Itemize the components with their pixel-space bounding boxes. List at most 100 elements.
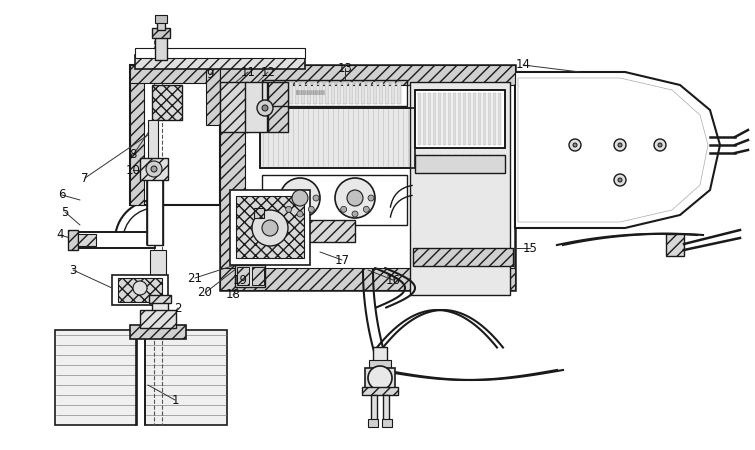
Bar xyxy=(301,82,305,104)
Bar xyxy=(385,82,389,104)
Bar xyxy=(237,267,249,285)
Bar xyxy=(130,65,144,205)
Bar xyxy=(130,65,220,205)
Text: 8: 8 xyxy=(129,148,137,162)
Bar xyxy=(428,93,431,145)
Bar xyxy=(147,175,163,245)
Bar xyxy=(283,82,287,104)
Bar xyxy=(448,93,451,145)
Bar xyxy=(271,82,275,104)
Circle shape xyxy=(658,143,662,147)
Bar xyxy=(468,93,471,145)
Text: 14: 14 xyxy=(516,58,531,72)
Bar xyxy=(140,310,176,328)
Bar xyxy=(498,93,501,145)
Text: 4: 4 xyxy=(57,229,63,242)
Bar xyxy=(458,93,461,145)
Bar xyxy=(483,93,486,145)
Bar xyxy=(75,232,155,248)
Bar xyxy=(453,93,456,145)
Bar xyxy=(236,196,304,258)
Circle shape xyxy=(352,211,358,217)
Circle shape xyxy=(569,139,581,151)
Bar xyxy=(235,265,265,287)
Circle shape xyxy=(257,100,273,116)
Circle shape xyxy=(292,190,308,206)
Circle shape xyxy=(368,366,392,390)
Bar xyxy=(68,230,78,250)
Circle shape xyxy=(654,139,666,151)
Circle shape xyxy=(146,161,162,177)
Bar xyxy=(152,28,170,38)
Circle shape xyxy=(262,220,278,236)
Bar xyxy=(220,65,515,290)
Text: 2: 2 xyxy=(174,302,182,315)
Bar xyxy=(383,395,389,420)
Bar xyxy=(230,190,310,265)
Bar xyxy=(319,82,323,104)
Bar xyxy=(268,82,288,132)
Bar xyxy=(478,93,481,145)
Bar xyxy=(415,90,505,148)
Circle shape xyxy=(133,281,147,295)
Bar xyxy=(368,419,378,427)
Bar xyxy=(220,65,515,85)
Bar xyxy=(379,82,383,104)
Bar xyxy=(337,82,341,104)
Bar xyxy=(150,250,166,305)
Polygon shape xyxy=(515,72,720,228)
Bar xyxy=(157,20,165,30)
Text: 17: 17 xyxy=(334,253,350,266)
Circle shape xyxy=(341,206,347,212)
Bar xyxy=(391,82,395,104)
Circle shape xyxy=(280,178,320,218)
Bar xyxy=(155,35,167,60)
Bar xyxy=(55,330,137,425)
Bar xyxy=(418,93,421,145)
Bar xyxy=(325,82,329,104)
Bar xyxy=(362,387,398,395)
Bar xyxy=(355,82,359,104)
Bar xyxy=(260,108,415,168)
Circle shape xyxy=(262,105,268,111)
Bar xyxy=(443,93,446,145)
Text: 16: 16 xyxy=(386,274,400,287)
Bar xyxy=(373,347,387,363)
Text: iiiiiiiiiiiiiii: iiiiiiiiiiiiiii xyxy=(295,90,325,96)
Text: 18: 18 xyxy=(226,288,240,302)
Bar xyxy=(277,82,281,104)
Bar xyxy=(145,330,227,425)
Circle shape xyxy=(368,195,374,201)
Bar xyxy=(289,82,293,104)
Bar xyxy=(331,82,335,104)
Circle shape xyxy=(618,178,622,182)
Text: 15: 15 xyxy=(522,242,538,255)
Bar xyxy=(415,90,505,148)
Bar xyxy=(254,208,264,218)
Bar xyxy=(410,82,510,295)
Bar xyxy=(260,108,415,168)
Bar xyxy=(140,158,168,180)
Bar xyxy=(149,295,171,303)
Bar xyxy=(349,82,353,104)
Bar xyxy=(265,82,269,104)
Bar xyxy=(295,82,299,104)
Text: 13: 13 xyxy=(337,62,353,75)
Bar xyxy=(367,82,371,104)
Bar xyxy=(112,275,168,305)
Text: 5: 5 xyxy=(61,206,69,219)
Bar xyxy=(488,93,491,145)
Text: 1: 1 xyxy=(171,393,179,406)
Circle shape xyxy=(252,210,288,246)
Bar xyxy=(155,15,167,23)
Bar xyxy=(135,55,305,69)
Bar xyxy=(313,82,317,104)
Circle shape xyxy=(313,195,319,201)
Circle shape xyxy=(363,206,369,212)
Bar xyxy=(220,65,245,290)
Text: 9: 9 xyxy=(206,68,214,81)
Bar xyxy=(245,82,267,132)
Text: 3: 3 xyxy=(69,264,77,276)
Circle shape xyxy=(618,143,622,147)
Bar xyxy=(369,360,391,368)
